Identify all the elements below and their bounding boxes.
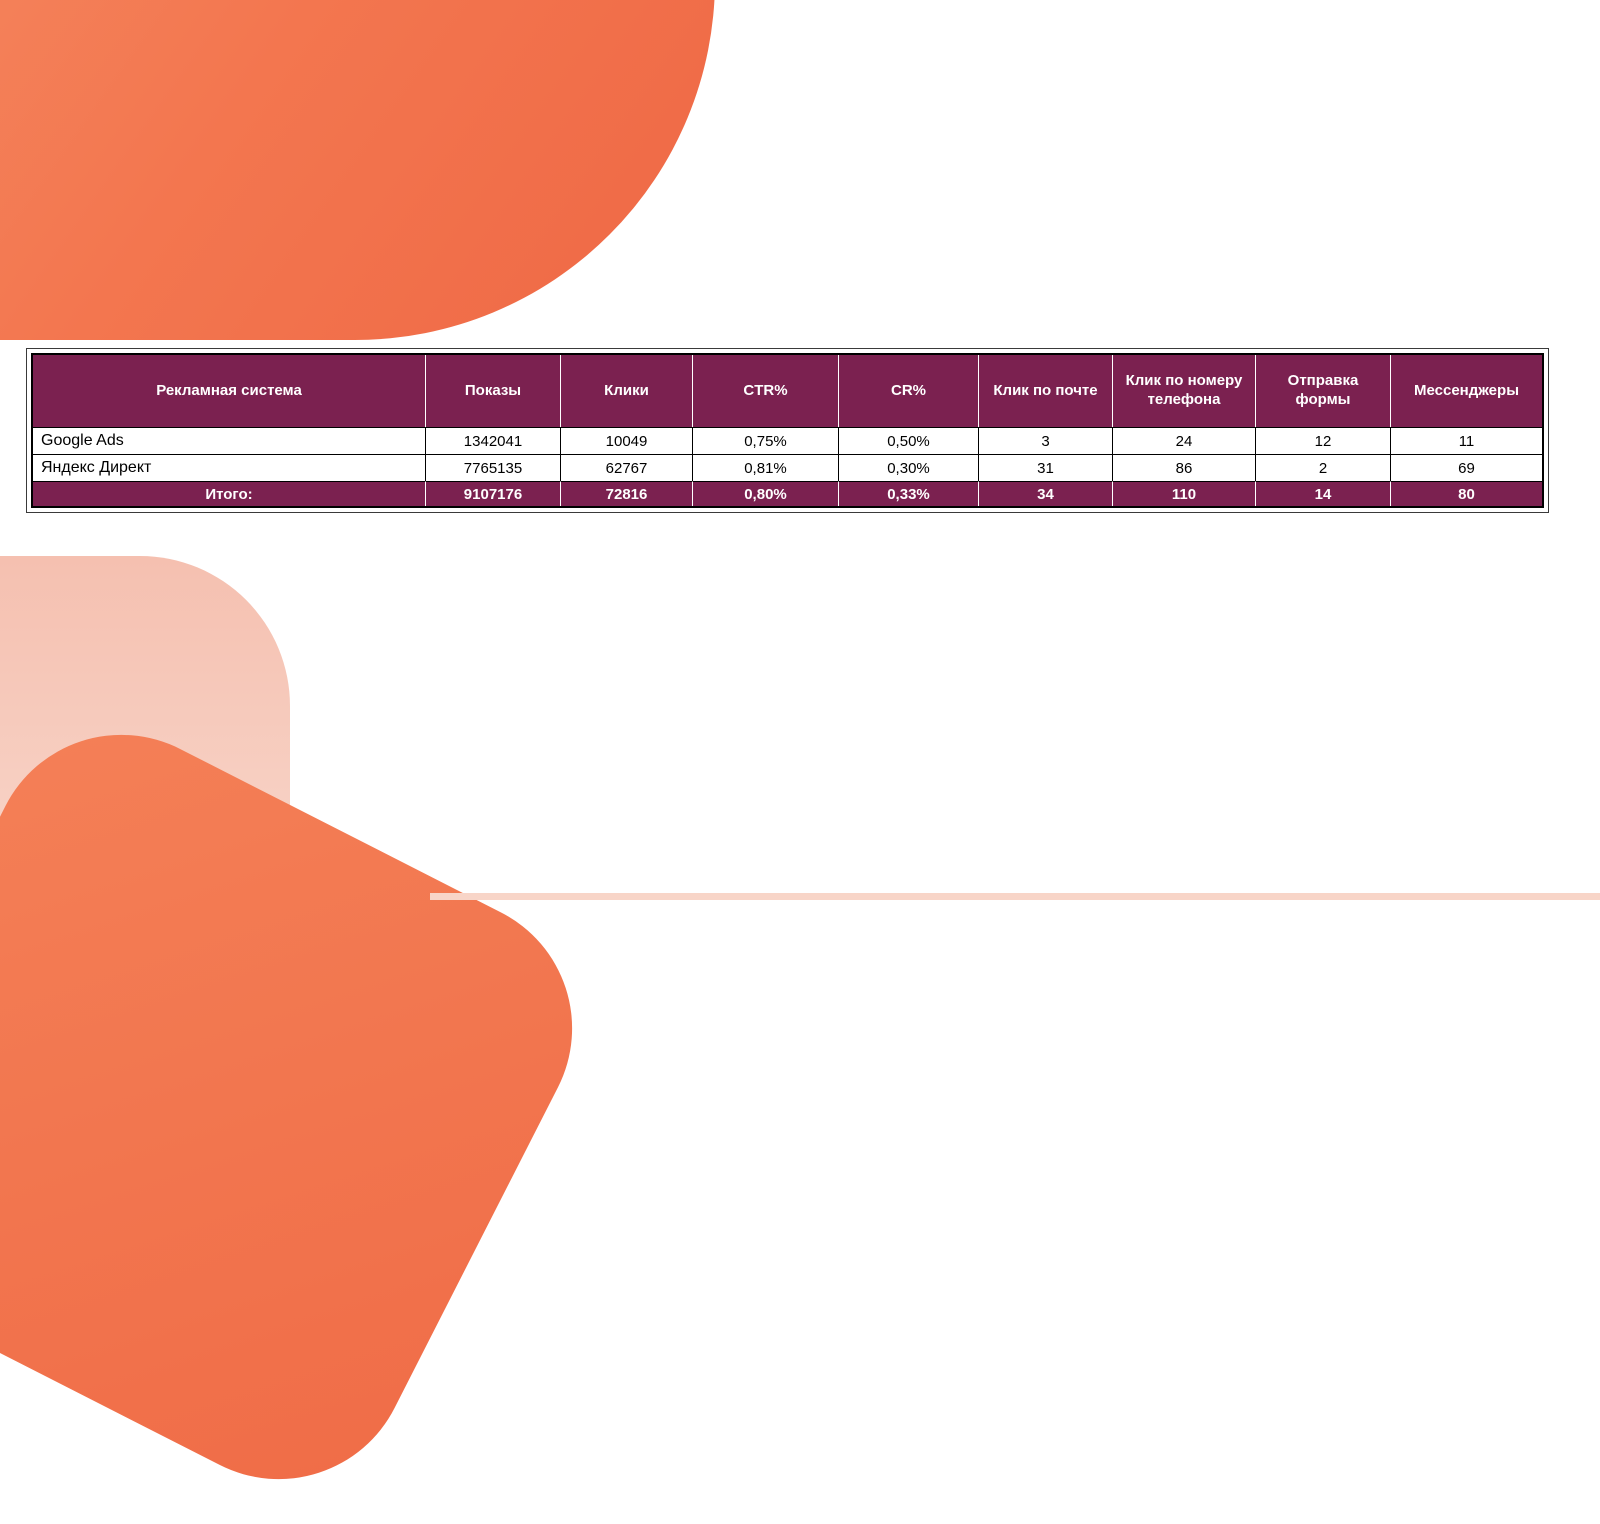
cell: 86	[1113, 454, 1256, 481]
total-label: Итого:	[33, 481, 426, 506]
cell: 7765135	[426, 454, 561, 481]
decor-orange-top-left-shape	[0, 0, 715, 340]
cell: 10049	[561, 427, 693, 454]
table-row-yandex-direct: Яндекс Директ 7765135 62767 0,81% 0,30% …	[33, 454, 1542, 481]
total-cell: 80	[1391, 481, 1542, 506]
report-table: Рекламная система Показы Клики CTR% CR% …	[31, 353, 1544, 508]
cell: 31	[979, 454, 1113, 481]
total-cell: 34	[979, 481, 1113, 506]
cell: 11	[1391, 427, 1542, 454]
cell: 2	[1256, 454, 1391, 481]
cell: 0,30%	[839, 454, 979, 481]
total-cell: 0,80%	[693, 481, 839, 506]
total-row: Итого: 9107176 72816 0,80% 0,33% 34 110 …	[33, 481, 1542, 506]
column-header-cr: CR%	[839, 355, 979, 427]
report-table-frame: Рекламная система Показы Клики CTR% CR% …	[26, 348, 1549, 513]
column-header-phone-click: Клик по номеру телефона	[1113, 355, 1256, 427]
column-header-email-click: Клик по почте	[979, 355, 1113, 427]
cell: 24	[1113, 427, 1256, 454]
cell: 62767	[561, 454, 693, 481]
decor-bottom-strip-shape	[430, 893, 1600, 900]
column-header-clicks: Клики	[561, 355, 693, 427]
cell: 0,81%	[693, 454, 839, 481]
decor-peach-bottom-left-shape	[0, 556, 290, 1056]
cell: 1342041	[426, 427, 561, 454]
column-header-ad-system: Рекламная система	[33, 355, 426, 427]
header-row: Рекламная система Показы Клики CTR% CR% …	[33, 355, 1542, 427]
column-header-impressions: Показы	[426, 355, 561, 427]
row-label: Google Ads	[33, 427, 426, 454]
cell: 12	[1256, 427, 1391, 454]
cell: 69	[1391, 454, 1542, 481]
total-cell: 0,33%	[839, 481, 979, 506]
decor-orange-diamond-shape	[0, 690, 617, 1524]
column-header-messengers: Мессенджеры	[1391, 355, 1542, 427]
total-cell: 72816	[561, 481, 693, 506]
total-cell: 14	[1256, 481, 1391, 506]
total-cell: 110	[1113, 481, 1256, 506]
column-header-ctr: CTR%	[693, 355, 839, 427]
table-row-google-ads: Google Ads 1342041 10049 0,75% 0,50% 3 2…	[33, 427, 1542, 454]
row-label: Яндекс Директ	[33, 454, 426, 481]
column-header-form-submit: Отправка формы	[1256, 355, 1391, 427]
cell: 3	[979, 427, 1113, 454]
cell: 0,50%	[839, 427, 979, 454]
total-cell: 9107176	[426, 481, 561, 506]
cell: 0,75%	[693, 427, 839, 454]
